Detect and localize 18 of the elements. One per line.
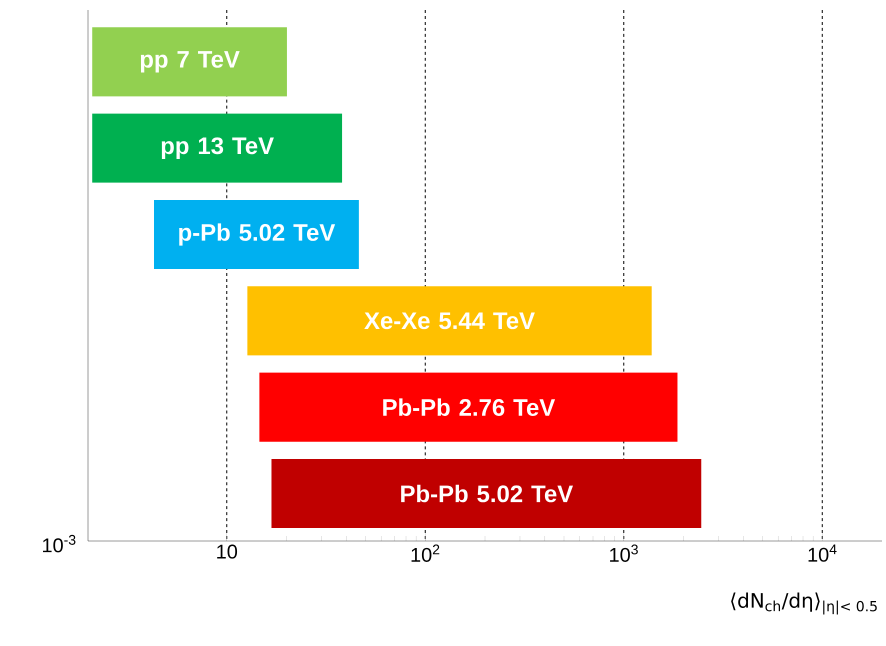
bar — [92, 114, 342, 183]
text: 10$^{-3}$ — [43, 534, 76, 552]
bar — [154, 200, 359, 270]
y-tick-label: Pb-Pb 2.76 TeV — [383, 398, 556, 416]
y-tick-label: pp 7 TeV — [140, 51, 240, 73]
y-tick-label: p-Pb 5.02 TeV — [179, 223, 336, 246]
x-tick-label: 10$^{3}$ — [610, 544, 638, 562]
x-tick-label: 10$^{4}$ — [808, 544, 837, 562]
y-tick-label: pp 13 TeV — [162, 137, 274, 159]
bar — [247, 286, 652, 356]
bar — [92, 27, 287, 96]
x-axis-title: ⟨dN$_{ch}$/dη⟩$_{|η|< 0.5}$ — [731, 592, 877, 615]
bar — [271, 458, 702, 528]
bar — [259, 372, 678, 442]
y-tick-label: Pb-Pb 5.02 TeV — [401, 484, 574, 502]
y-tick-label: Xe-Xe 5.44 TeV — [364, 312, 535, 330]
x-tick-label: 10 — [217, 544, 238, 559]
x-tick-label: 10$^{2}$ — [412, 544, 440, 562]
